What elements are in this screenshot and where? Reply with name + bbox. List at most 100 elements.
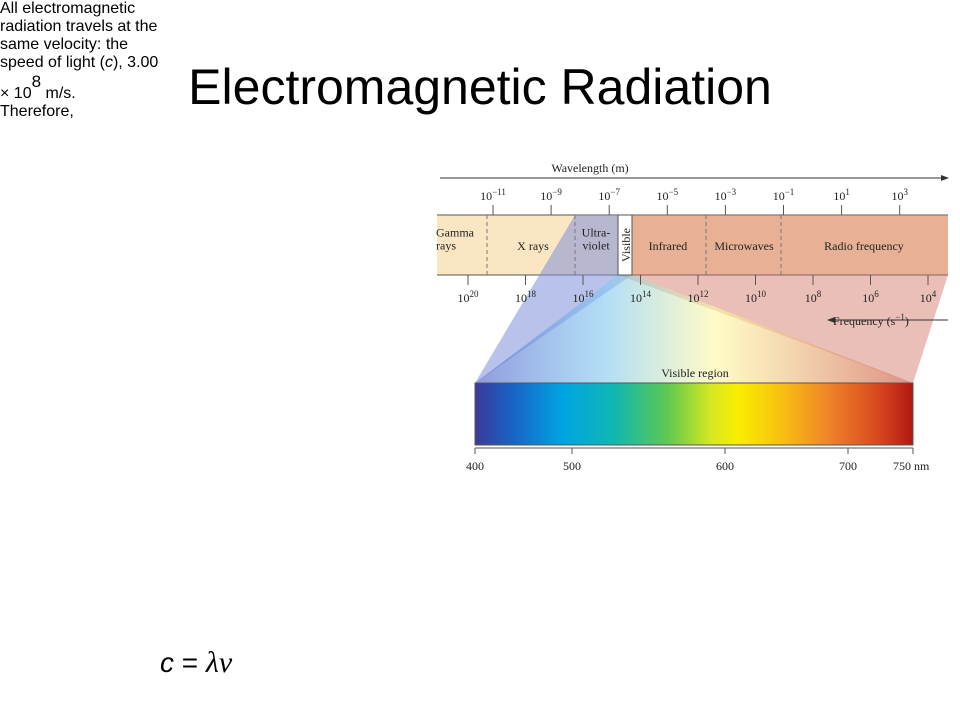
wavelength-tick-label: 10−11 <box>480 187 506 203</box>
tick-exp: −3 <box>727 187 737 197</box>
label-exp: −1 <box>895 312 905 322</box>
fan-blue <box>475 215 632 383</box>
wavelength-tick-label: 10−5 <box>657 187 679 203</box>
wavelength-tick-label: 10−9 <box>540 187 562 203</box>
tick-exp: 12 <box>700 289 709 299</box>
label-part: ) <box>905 314 909 328</box>
nm-tick-label: 600 <box>716 459 734 473</box>
tick-base: 10 <box>458 291 470 305</box>
visible-strip <box>474 382 914 446</box>
tick-base: 10 <box>920 291 932 305</box>
nm-tick-label: 750 nm <box>893 459 930 473</box>
region-label: X rays <box>517 239 549 253</box>
tick-base: 10 <box>573 291 585 305</box>
tick-base: 10 <box>480 189 492 203</box>
text-run: All electromagnetic <box>0 0 136 17</box>
tick-exp: −5 <box>669 187 679 197</box>
region-label: Ultra- <box>582 226 611 240</box>
text-line: radiation travels at the <box>0 18 960 36</box>
frequency-tick-label: 1012 <box>688 289 709 305</box>
frequency-tick-label: 1014 <box>630 289 652 305</box>
text-run: 8 <box>31 72 42 91</box>
frequency-tick-label: 108 <box>805 289 822 305</box>
fan-visible <box>475 275 913 383</box>
tick-exp: −1 <box>785 187 795 197</box>
text-run: m/s. <box>41 85 76 102</box>
tick-base: 10 <box>805 291 817 305</box>
tick-base: 10 <box>745 291 757 305</box>
tick-exp: 4 <box>932 289 937 299</box>
frequency-tick-label: 104 <box>920 289 937 305</box>
tick-exp: 16 <box>585 289 595 299</box>
text-line: × 108 m/s. <box>0 72 960 103</box>
text-run: same velocity: the <box>0 36 129 53</box>
text-run: c <box>104 54 113 71</box>
region-dividers <box>486 215 782 275</box>
wavelength-tick-label: 10−3 <box>715 187 737 203</box>
frequency-tick-label: 1020 <box>458 289 480 305</box>
region-label: violet <box>582 239 610 253</box>
tick-base: 10 <box>773 189 785 203</box>
tick-base: 10 <box>657 189 669 203</box>
text-run: speed of light ( <box>0 54 105 71</box>
tick-exp: 3 <box>903 187 908 197</box>
equation: c = λν <box>160 646 232 680</box>
wavelength-tick-label: 101 <box>833 187 850 203</box>
equation-part: c <box>160 647 174 678</box>
tick-exp: 14 <box>642 289 652 299</box>
tick-exp: 10 <box>757 289 767 299</box>
visible-region-label: Visible region <box>661 366 729 380</box>
frequency-tick-label: 1016 <box>573 289 595 305</box>
tick-exp: −11 <box>492 187 506 197</box>
region-label: rays <box>436 239 456 253</box>
frequency-tick-label: 1018 <box>515 289 537 305</box>
tick-base: 10 <box>862 291 874 305</box>
nm-tick-label: 700 <box>839 459 857 473</box>
tick-exp: 20 <box>470 289 480 299</box>
visible-slot <box>617 214 633 276</box>
text-line: Therefore, <box>0 103 960 121</box>
wavelength-tick-label: 10−1 <box>773 187 795 203</box>
text-run: radiation travels at the <box>0 18 158 35</box>
tick-exp: −7 <box>610 187 620 197</box>
nm-tick-label: 500 <box>563 459 581 473</box>
region-label: Gamma <box>436 226 475 240</box>
tick-exp: 1 <box>845 187 850 197</box>
equation-part: = <box>174 647 206 678</box>
label-part: Frequency (s <box>833 314 896 328</box>
slide-title: Electromagnetic Radiation <box>188 59 772 115</box>
region-label: Visible <box>619 228 633 262</box>
tick-base: 10 <box>688 291 700 305</box>
nm-tick-label: 400 <box>466 459 484 473</box>
wavelength-label: Wavelength (m) <box>551 161 628 175</box>
frequency-tick-label: 106 <box>862 289 879 305</box>
tick-base: 10 <box>515 291 527 305</box>
body-text: All electromagnetic radiation travels at … <box>0 0 960 121</box>
region-label: Radio frequency <box>824 239 904 253</box>
tick-base: 10 <box>630 291 642 305</box>
equation-part: λν <box>205 646 233 679</box>
text-run: Therefore, <box>0 103 74 120</box>
tick-exp: 6 <box>874 289 879 299</box>
tick-exp: 8 <box>817 289 822 299</box>
tick-base: 10 <box>833 189 845 203</box>
text-run: ), 3.00 <box>112 54 159 71</box>
wavelength-tick-label: 103 <box>891 187 908 203</box>
frequency-label: Frequency (s−1) <box>833 312 909 328</box>
spectrum-band <box>437 215 948 275</box>
tick-base: 10 <box>540 189 552 203</box>
tick-exp: −9 <box>552 187 562 197</box>
tick-base: 10 <box>598 189 610 203</box>
wavelength-tick-label: 10−7 <box>598 187 620 203</box>
region-label: Microwaves <box>714 239 774 253</box>
tick-exp: 18 <box>527 289 537 299</box>
region-label: Infrared <box>649 239 688 253</box>
tick-base: 10 <box>891 189 903 203</box>
text-line: All electromagnetic <box>0 0 960 18</box>
tick-base: 10 <box>715 189 727 203</box>
text-run: × 10 <box>0 85 32 102</box>
fan-red <box>618 215 948 383</box>
frequency-tick-label: 1010 <box>745 289 767 305</box>
